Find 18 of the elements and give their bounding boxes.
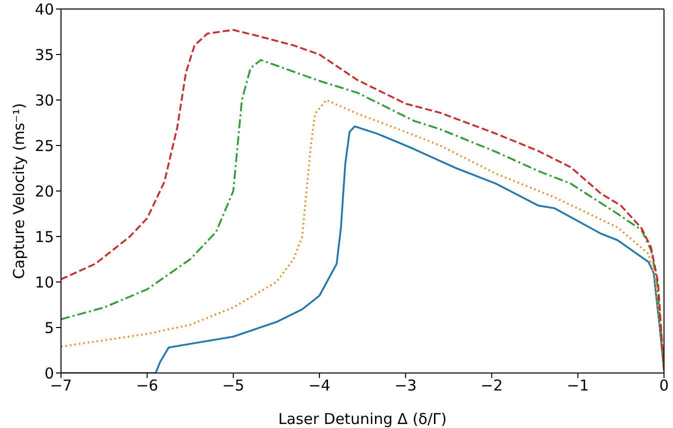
y-tick-label: 15 [34,228,54,246]
x-tick-label: −2 [480,376,503,395]
y-tick-label: 5 [44,318,54,337]
x-axis-title: Laser Detuning Δ (δ/Γ) [278,410,447,428]
y-tick-label: 10 [34,273,54,292]
y-tick-label: 35 [34,46,54,64]
x-tick-label: −3 [394,376,417,395]
x-tick-label: 0 [659,376,669,395]
x-tick-label: −4 [308,376,330,395]
y-axis-title: Capture Velocity (ms⁻¹) [10,102,28,280]
y-tick-label: 25 [34,136,54,155]
x-tick-label: −1 [566,376,589,395]
y-tick-label: 30 [34,91,54,110]
y-tick-label: 20 [34,182,54,200]
x-tick-label: −6 [136,376,158,395]
y-tick-label: 0 [44,364,54,382]
y-tick-label: 40 [34,0,54,18]
x-tick-label: −5 [222,376,244,395]
